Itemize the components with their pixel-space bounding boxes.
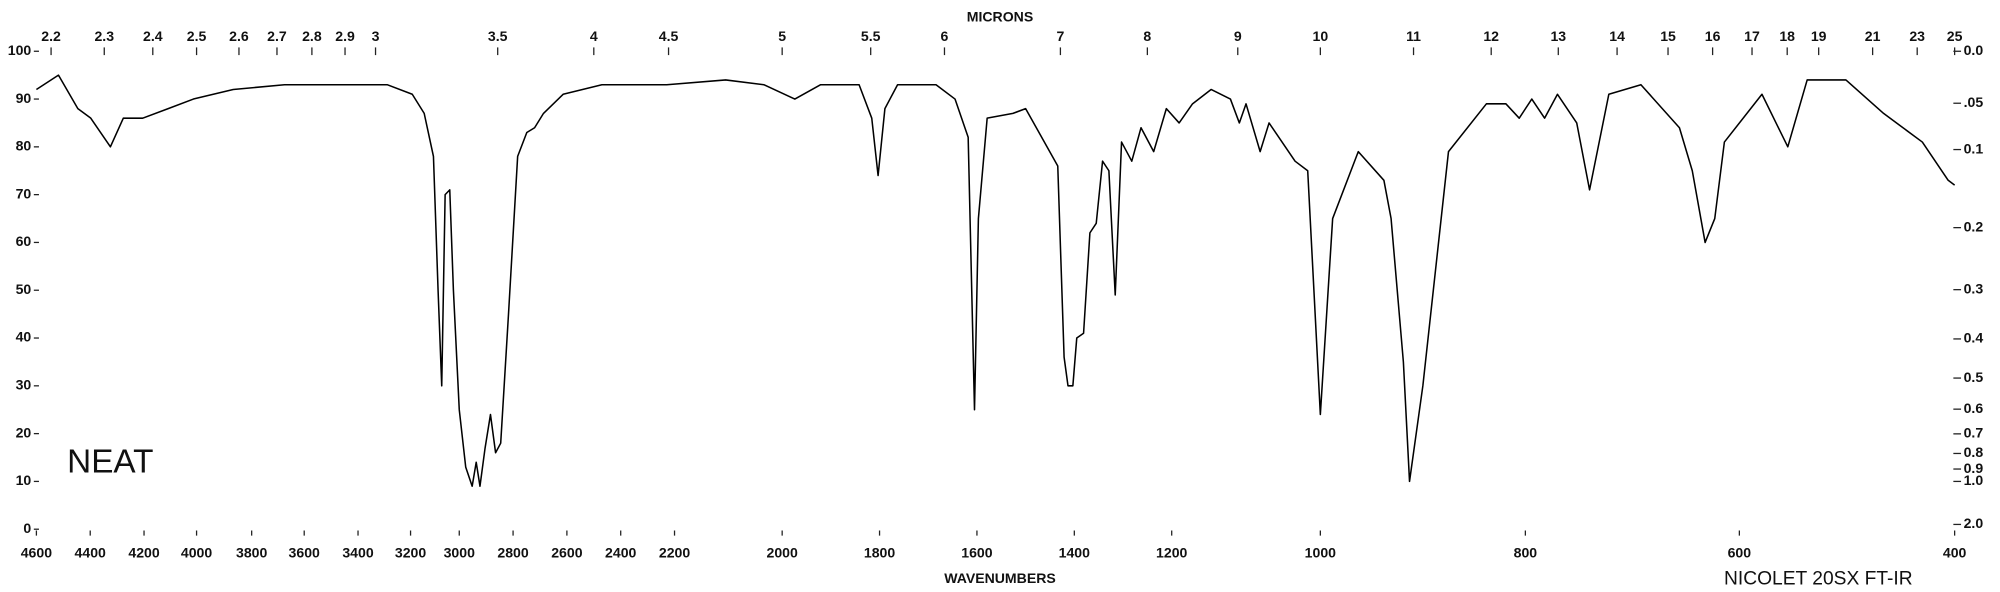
- x2-tick-label: 19: [1811, 28, 1827, 44]
- x-tick-label: 3600: [289, 544, 320, 560]
- x-tick-label: 3400: [342, 544, 373, 560]
- x-tick-label: 4600: [21, 544, 52, 560]
- x2-tick-label: 8: [1143, 28, 1151, 44]
- sample-label: NEAT: [67, 444, 153, 481]
- x2-tick-label: 10: [1313, 28, 1329, 44]
- x-tick-label: 4200: [128, 544, 159, 560]
- x2-tick-label: 18: [1779, 28, 1795, 44]
- y2-tick-label: 0.0: [1964, 42, 1984, 58]
- y2-tick-label: 0.2: [1964, 218, 1984, 234]
- y2-tick-label: 0.8: [1964, 444, 1984, 460]
- x-tick-label: 400: [1943, 544, 1967, 560]
- y2-tick-label: 0.3: [1964, 280, 1984, 296]
- y2-tick-label: .05: [1964, 94, 1984, 110]
- y2-tick-label: 0.1: [1964, 140, 1984, 156]
- x2-tick-label: 17: [1744, 28, 1760, 44]
- y-tick-label: 60: [16, 233, 32, 249]
- x2-tick-label: 14: [1609, 28, 1625, 44]
- y2-tick-label: 0.9: [1964, 460, 1984, 476]
- x2-tick-label: 11: [1406, 28, 1421, 44]
- x2-tick-label: 7: [1056, 28, 1064, 44]
- y2-tick-label: 2.0: [1964, 515, 1984, 531]
- y-tick-label: 20: [16, 424, 32, 440]
- x2-tick-label: 16: [1705, 28, 1721, 44]
- x2-tick-label: 5.5: [861, 28, 881, 44]
- x2-tick-label: 2.8: [302, 28, 322, 44]
- x2-tick-label: 4.5: [659, 28, 679, 44]
- x2-tick-label: 12: [1483, 28, 1499, 44]
- x-tick-label: 800: [1514, 544, 1538, 560]
- y-tick-label: 0: [23, 520, 31, 536]
- y-tick-label: 40: [16, 329, 32, 345]
- y2-tick-label: 0.4: [1964, 330, 1984, 346]
- x2-tick-label: 2.5: [187, 28, 207, 44]
- x2-tick-label: 21: [1865, 28, 1881, 44]
- y2-tick-label: 0.6: [1964, 400, 1984, 416]
- x-tick-label: 2600: [551, 544, 582, 560]
- x2-tick-label: 2.2: [41, 28, 61, 44]
- y-tick-label: 90: [16, 90, 32, 106]
- instrument-label: NICOLET 20SX FT-IR: [1724, 568, 1913, 589]
- y-tick-label: 30: [16, 377, 32, 393]
- x-axis-title: WAVENUMBERS: [944, 570, 1056, 586]
- y-tick-label: 50: [16, 281, 32, 297]
- x-tick-label: 2400: [605, 544, 636, 560]
- x-tick-label: 3200: [395, 544, 426, 560]
- y2-tick-label: 0.5: [1964, 369, 1984, 385]
- x2-tick-label: 9: [1234, 28, 1242, 44]
- y-tick-label: 70: [16, 185, 32, 201]
- x2-tick-label: 2.6: [229, 28, 249, 44]
- x2-tick-label: 2.7: [267, 28, 287, 44]
- y-tick-label: 100: [8, 42, 32, 58]
- x-tick-label: 1400: [1059, 544, 1090, 560]
- x2-tick-label: 6: [941, 28, 949, 44]
- x-tick-label: 2800: [497, 544, 528, 560]
- x2-tick-label: 15: [1660, 28, 1676, 44]
- x-tick-label: 1000: [1305, 544, 1336, 560]
- x2-tick-label: 2.4: [143, 28, 163, 44]
- y2-tick-label: 0.7: [1964, 425, 1984, 441]
- x-tick-label: 3800: [236, 544, 267, 560]
- y-tick-label: 10: [16, 472, 32, 488]
- x-tick-label: 1200: [1156, 544, 1187, 560]
- x2-tick-label: 3.5: [488, 28, 508, 44]
- x-tick-label: 2200: [659, 544, 690, 560]
- x2-axis-title: MICRONS: [967, 9, 1033, 25]
- x2-tick-label: 2.9: [335, 28, 355, 44]
- x-tick-label: 4400: [75, 544, 106, 560]
- x-tick-label: 1600: [961, 544, 992, 560]
- y2-tick-label: 1.0: [1964, 472, 1984, 488]
- x2-tick-label: 4: [590, 28, 598, 44]
- x-tick-label: 4000: [181, 544, 212, 560]
- x2-tick-label: 5: [778, 28, 786, 44]
- x2-tick-label: 23: [1909, 28, 1925, 44]
- x2-tick-label: 25: [1947, 28, 1963, 44]
- x-tick-label: 1800: [864, 544, 895, 560]
- x2-tick-label: 13: [1550, 28, 1566, 44]
- x-tick-label: 600: [1728, 544, 1752, 560]
- x2-tick-label: 3: [372, 28, 380, 44]
- y-tick-label: 80: [16, 138, 32, 154]
- x2-tick-label: 2.3: [94, 28, 114, 44]
- spectrum-line: [35, 74, 1956, 487]
- x-tick-label: 2000: [767, 544, 798, 560]
- x-tick-label: 3000: [444, 544, 475, 560]
